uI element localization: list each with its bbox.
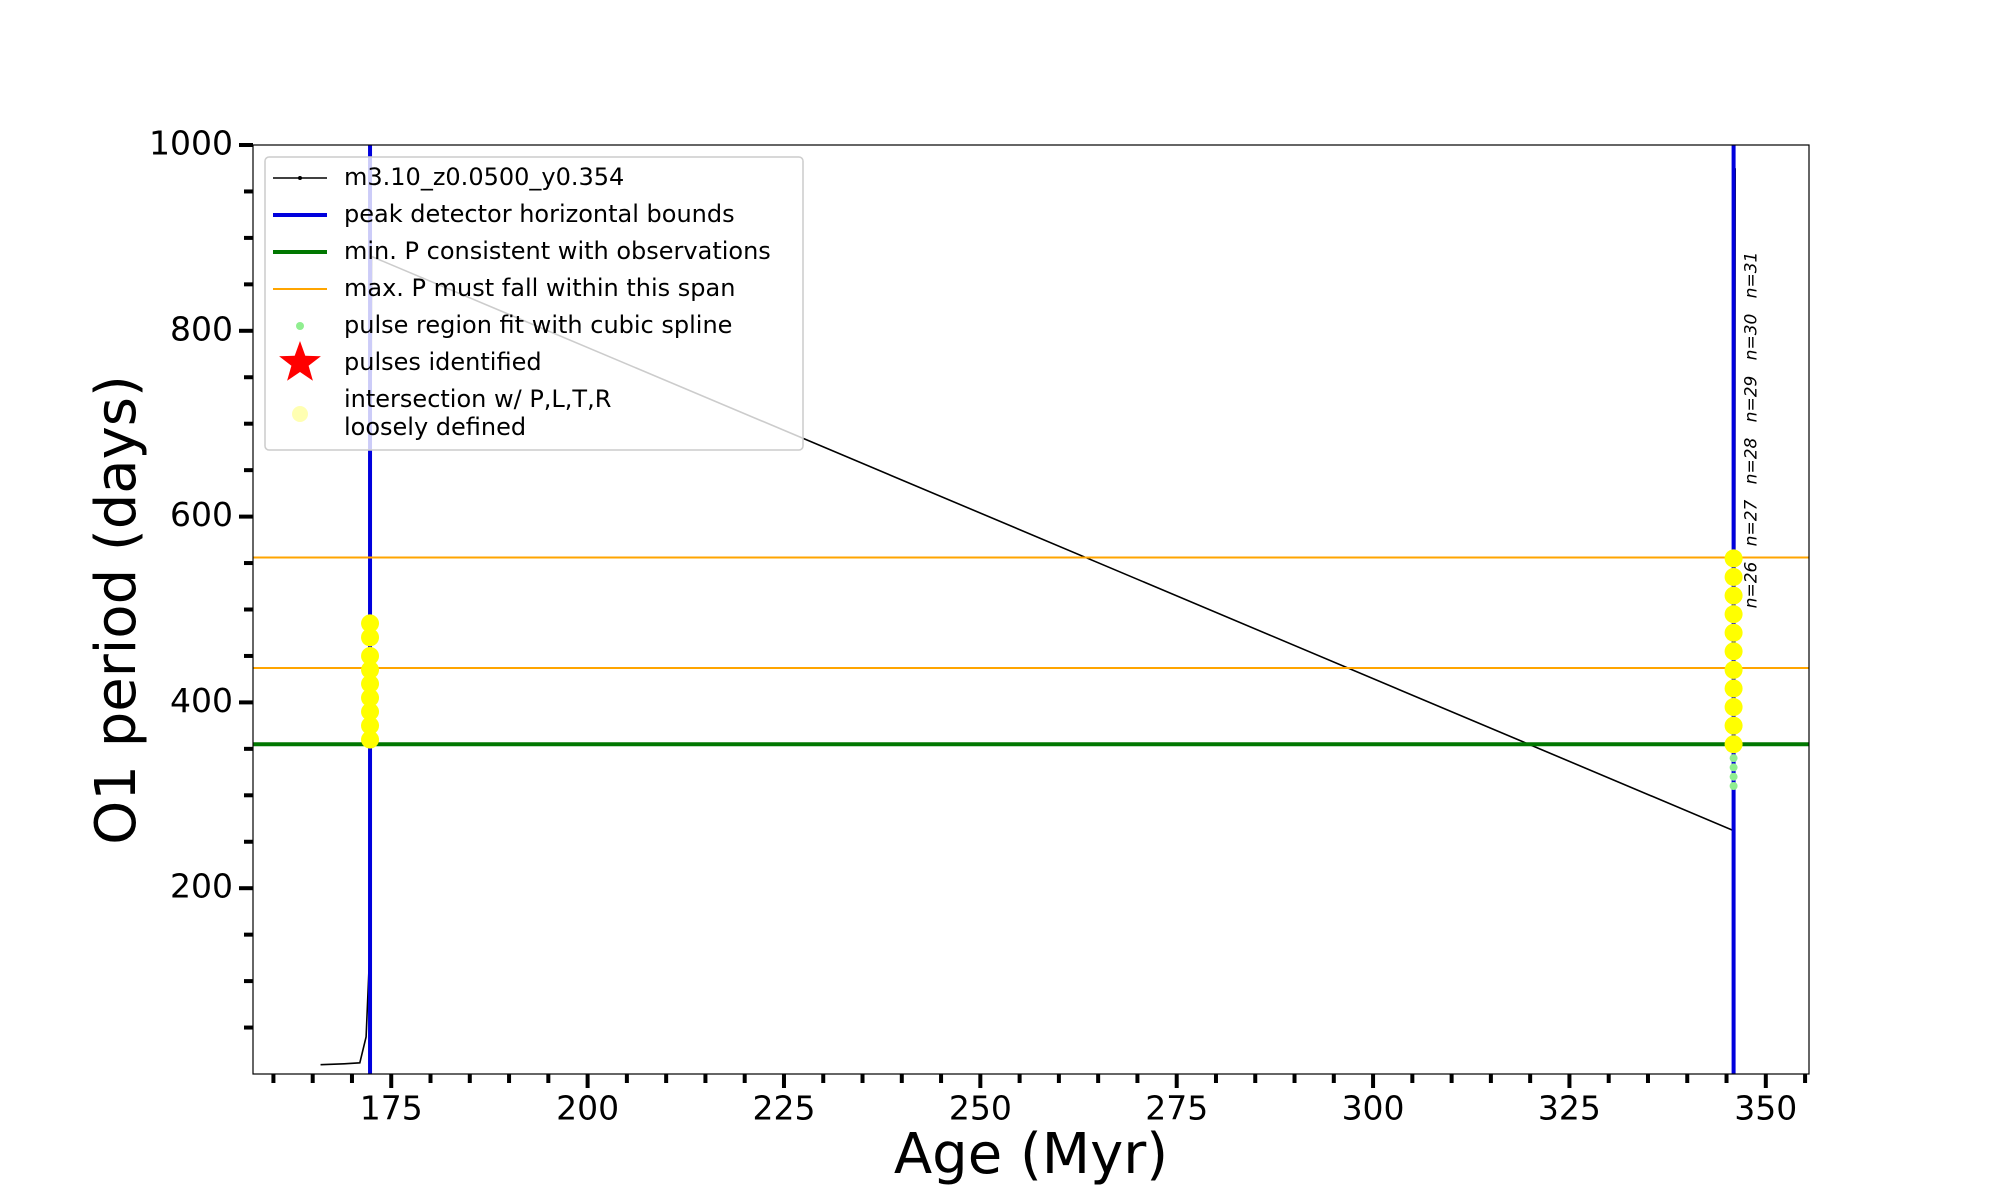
intersection-point	[361, 716, 380, 735]
legend-label: min. P consistent with observations	[344, 237, 771, 265]
intersection-point	[361, 660, 380, 679]
intersection-point	[361, 628, 380, 647]
spline-point	[1729, 772, 1738, 781]
intersection-point	[1724, 549, 1743, 568]
x-tick-label: 175	[360, 1089, 423, 1128]
spline-point	[1729, 754, 1738, 763]
intersection-point	[1724, 642, 1743, 661]
spline-point	[1729, 782, 1738, 791]
y-tick-label: 200	[170, 867, 233, 906]
intersection-point	[361, 688, 380, 707]
intersection-point	[1724, 567, 1743, 586]
annotation: n=26	[1742, 561, 1762, 608]
plot-frame	[252, 144, 1810, 1075]
legend-label: pulses identified	[344, 348, 542, 376]
legend-label: pulse region fit with cubic spline	[344, 311, 732, 339]
y-tick-label: 800	[170, 309, 233, 348]
x-tick-label: 325	[1538, 1089, 1601, 1128]
spline-point	[1729, 763, 1738, 772]
x-tick-label: 275	[1145, 1089, 1208, 1128]
intersection-point	[361, 646, 380, 665]
legend-label: peak detector horizontal bounds	[344, 200, 735, 228]
legend-swatch	[279, 341, 321, 381]
intersection-point	[1724, 698, 1743, 717]
intersection-point	[361, 614, 380, 633]
x-tick-label: 350	[1734, 1089, 1797, 1128]
x-tick-label: 300	[1342, 1089, 1405, 1128]
intersection-point	[1724, 660, 1743, 679]
intersection-point	[361, 674, 380, 693]
annotation: n=31	[1742, 252, 1762, 299]
x-tick-label: 250	[949, 1089, 1012, 1128]
legend-box	[264, 156, 804, 451]
legend-swatch	[292, 406, 308, 422]
x-tick-label: 225	[752, 1089, 815, 1128]
intersection-point	[1724, 716, 1743, 735]
legend-label: max. P must fall within this span	[344, 274, 735, 302]
legend-label: m3.10_z0.0500_y0.354	[344, 163, 624, 191]
annotation: n=27	[1742, 499, 1762, 546]
annotation: n=30	[1742, 314, 1762, 361]
intersection-point	[1724, 679, 1743, 698]
y-axis-label: O1 period (days)	[84, 375, 149, 845]
annotation: n=29	[1742, 376, 1762, 423]
x-axis-label: Age (Myr)	[894, 1122, 1168, 1187]
intersection-point	[361, 702, 380, 721]
intersection-point	[1724, 586, 1743, 605]
legend-swatch	[296, 322, 304, 330]
intersection-point	[1724, 605, 1743, 624]
intersection-point	[1724, 735, 1743, 754]
y-tick-label: 400	[170, 681, 233, 720]
y-tick-label: 1000	[149, 124, 233, 163]
y-tick-label: 600	[170, 495, 233, 534]
intersection-point	[1724, 623, 1743, 642]
legend-swatch	[298, 176, 302, 180]
intersection-point	[361, 730, 380, 749]
legend-label: intersection w/ P,L,T,R loosely defined	[344, 385, 611, 441]
annotation: n=28	[1742, 437, 1762, 484]
x-tick-label: 200	[556, 1089, 619, 1128]
